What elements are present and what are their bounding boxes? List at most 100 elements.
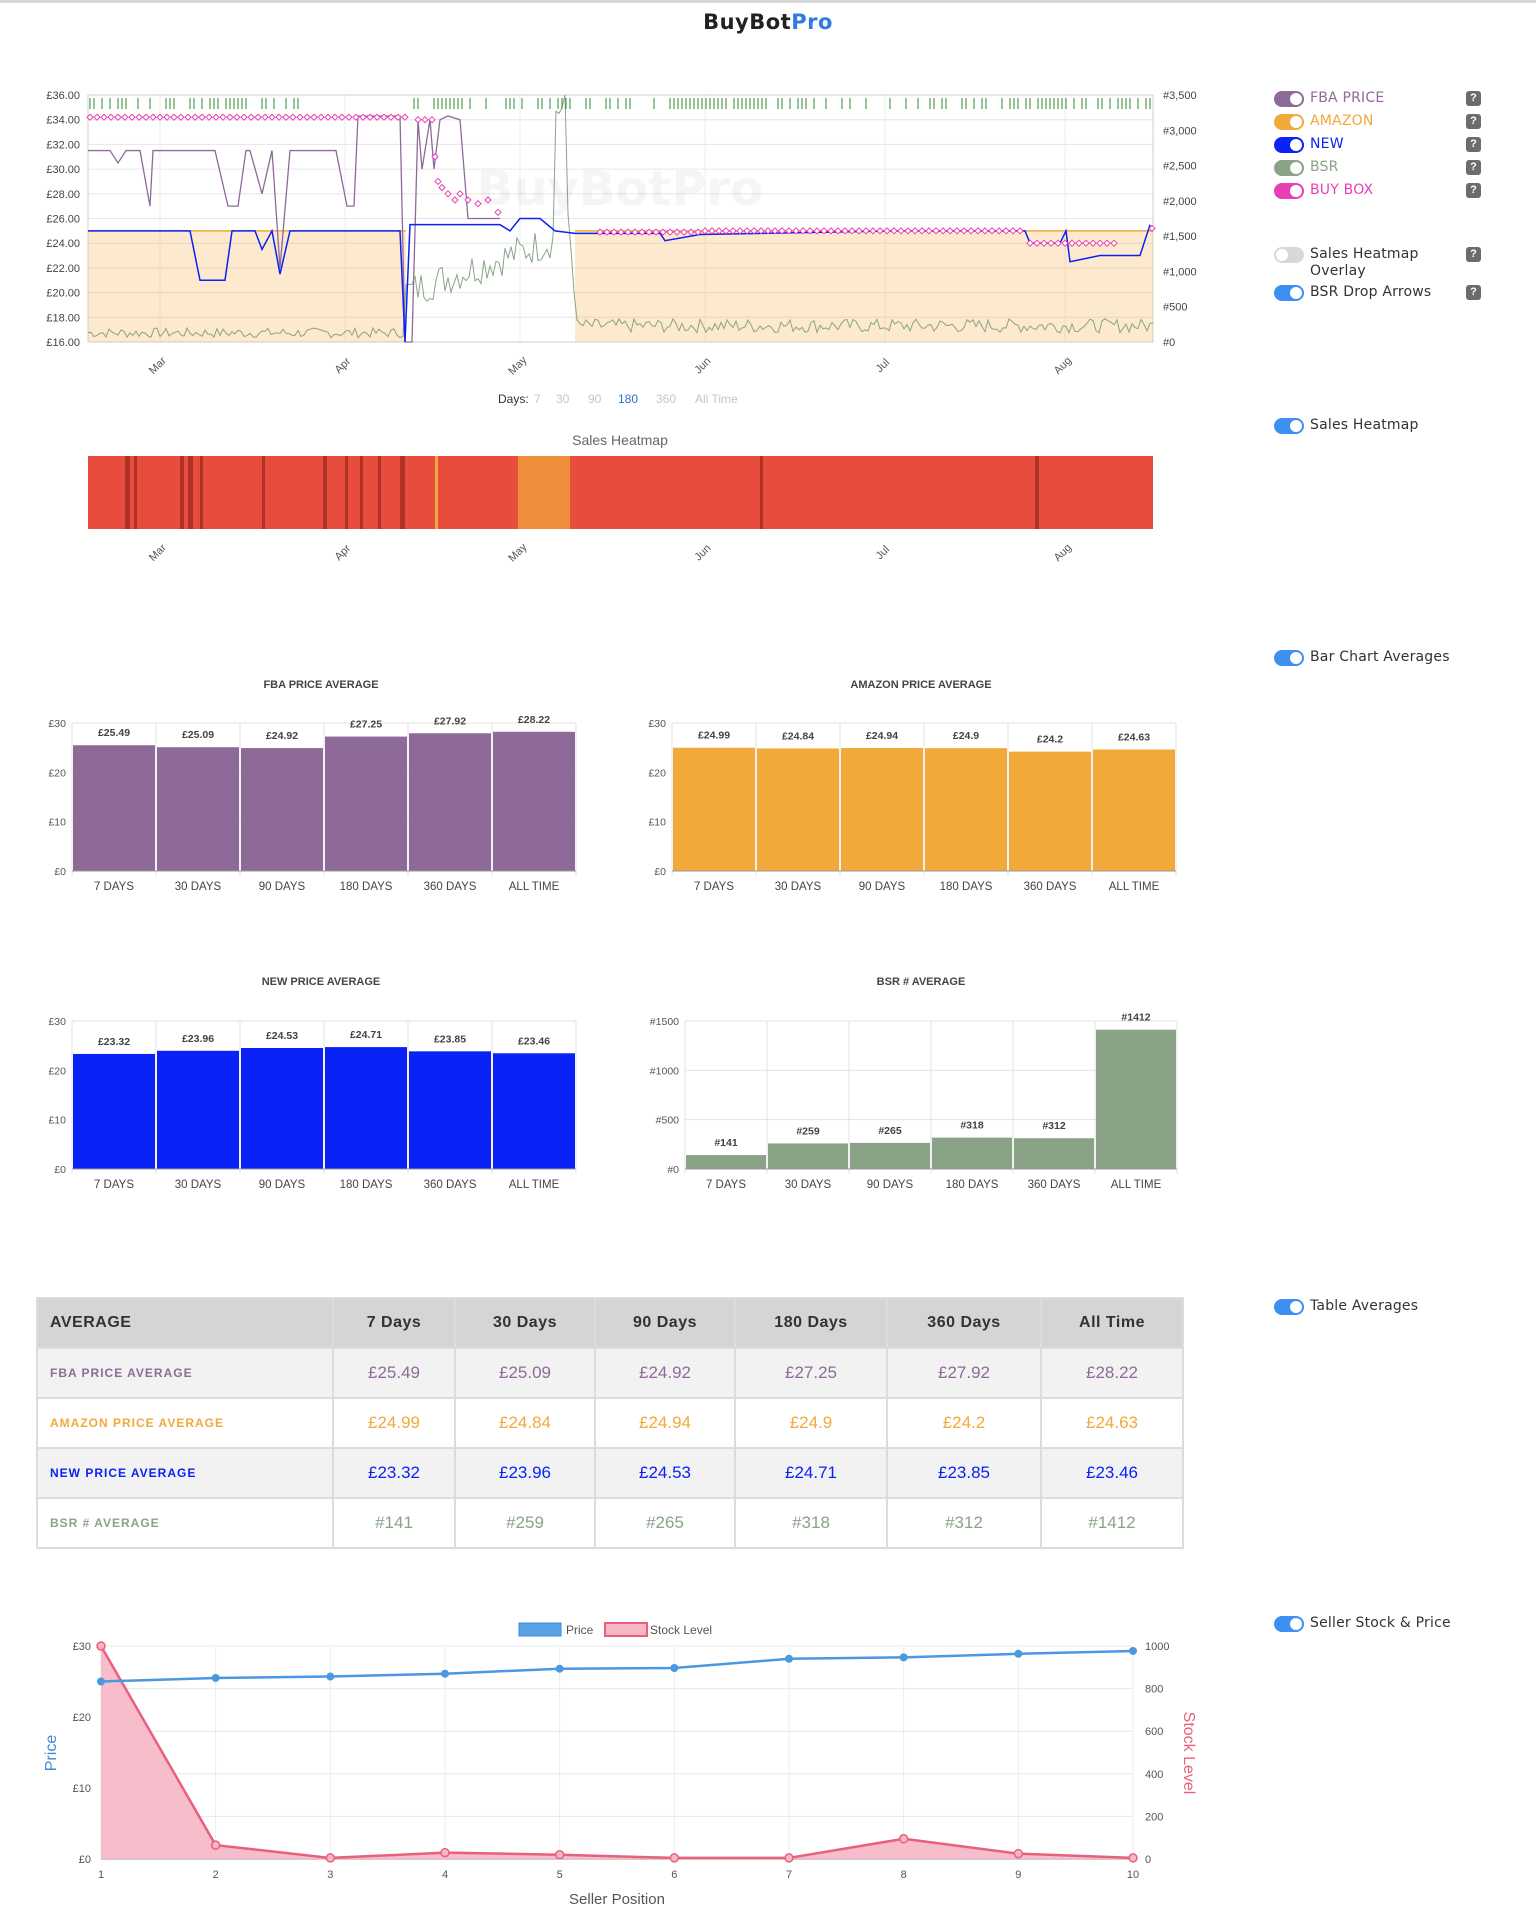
buy-box-marker: [694, 228, 702, 236]
toggle-switch[interactable]: [1274, 285, 1304, 301]
y-tick-label: £20: [648, 767, 666, 779]
days-option-180[interactable]: 180: [618, 392, 638, 406]
bar: [768, 1143, 848, 1169]
days-option-all-time[interactable]: All Time: [695, 392, 738, 406]
toggle-switch[interactable]: [1274, 160, 1304, 176]
toggle-switch[interactable]: [1274, 114, 1304, 130]
heatmap-cell: [345, 456, 348, 529]
table-cell: £23.96: [454, 1447, 596, 1499]
buy-box-marker: [100, 113, 108, 121]
toggle-switch[interactable]: [1274, 137, 1304, 153]
buy-box-marker: [848, 227, 856, 235]
stock-point: [554, 1849, 565, 1860]
help-icon[interactable]: ?: [1466, 137, 1481, 152]
buy-box-marker: [1040, 239, 1048, 247]
buy-box-marker: [1009, 227, 1017, 235]
buy-box-marker: [708, 227, 716, 235]
buy-box-marker: [135, 113, 143, 121]
buy-box-marker: [414, 115, 422, 124]
buy-box-marker: [456, 190, 464, 198]
price-point: [211, 1673, 220, 1682]
x-category-label: 7 DAYS: [94, 1179, 134, 1191]
buy-box-marker: [953, 227, 961, 235]
buy-box-marker: [93, 113, 101, 121]
toggle-switch[interactable]: [1274, 91, 1304, 107]
toggle-switch[interactable]: [1274, 418, 1304, 434]
help-icon[interactable]: ?: [1466, 247, 1481, 262]
bar: [73, 745, 155, 871]
help-icon[interactable]: ?: [1466, 183, 1481, 198]
legend-label-stock: Stock Level: [650, 1623, 712, 1637]
bar: [325, 1047, 407, 1169]
buy-box-marker: [876, 227, 884, 235]
toggle-switch[interactable]: [1274, 1616, 1304, 1632]
days-option-7[interactable]: 7: [534, 392, 541, 406]
buy-box-marker: [799, 227, 807, 235]
price-point: [97, 1677, 105, 1686]
buy-box-marker: [1082, 239, 1090, 247]
help-icon[interactable]: ?: [1466, 285, 1481, 300]
buy-box-marker: [715, 227, 723, 235]
days-option-30[interactable]: 30: [556, 392, 570, 406]
help-icon[interactable]: ?: [1466, 91, 1481, 106]
bar: [1096, 1029, 1176, 1169]
table-cell: £24.2: [886, 1397, 1042, 1449]
toggle-switch[interactable]: [1274, 650, 1304, 666]
buy-box-marker: [324, 113, 332, 121]
table-cell: £25.09: [454, 1347, 596, 1399]
bar: [932, 1137, 1012, 1169]
legend-swatch-price: [518, 1622, 562, 1637]
y2-tick-label: #500: [1163, 302, 1187, 314]
toggle-knob: [1290, 185, 1302, 197]
table-cell: #265: [594, 1497, 736, 1549]
bar: [493, 1053, 575, 1169]
buy-box-marker: [366, 113, 374, 121]
buy-box-marker: [652, 228, 660, 236]
buy-box-marker: [820, 227, 828, 235]
buy-box-marker: [918, 227, 926, 235]
buy-box-marker: [680, 228, 688, 236]
app-logo: BuyBotPro: [0, 10, 1536, 34]
buy-box-marker: [771, 227, 779, 235]
help-icon[interactable]: ?: [1466, 114, 1481, 129]
y-tick-label: £0: [54, 866, 66, 878]
days-label: Days:: [498, 392, 529, 406]
y2-tick-label: #1,500: [1163, 231, 1197, 243]
buy-box-marker: [925, 227, 933, 235]
y-tick-label: #1000: [650, 1065, 679, 1077]
fba-price-line: [88, 115, 500, 343]
help-icon[interactable]: ?: [1466, 160, 1481, 175]
table-header: 360 Days: [886, 1297, 1042, 1349]
toggle-switch[interactable]: [1274, 183, 1304, 199]
buy-box-marker: [981, 227, 989, 235]
y-tick-label: £28.00: [46, 189, 80, 201]
toggle-switch[interactable]: [1274, 247, 1304, 263]
buy-box-marker: [904, 227, 912, 235]
buy-box-marker: [701, 227, 709, 235]
buy-box-marker: [785, 227, 793, 235]
days-option-360[interactable]: 360: [656, 392, 676, 406]
stock-point: [784, 1853, 794, 1863]
buy-box-marker: [394, 113, 402, 121]
buy-box-marker: [757, 227, 765, 235]
y-tick-label: #1500: [650, 1016, 679, 1028]
toggle-switch[interactable]: [1274, 1299, 1304, 1315]
x-axis-title: Seller Position: [569, 1891, 665, 1908]
buy-box-marker: [1096, 239, 1104, 247]
x-tick-label: 6: [671, 1869, 677, 1881]
y-tick-label: £0: [79, 1854, 91, 1866]
buy-box-marker: [254, 113, 262, 121]
buy-box-marker: [1061, 239, 1069, 247]
bar-value-label: £23.96: [182, 1033, 214, 1045]
toggle-label: BSR: [1310, 159, 1339, 175]
table-cell: #318: [734, 1497, 888, 1549]
buy-box-marker: [352, 113, 360, 121]
toggle-label: NEW: [1310, 136, 1344, 152]
table-cell: #312: [886, 1497, 1042, 1549]
heatmap-cell: [518, 456, 570, 529]
buy-box-marker: [610, 228, 618, 236]
buy-box-marker: [205, 113, 213, 121]
days-option-90[interactable]: 90: [588, 392, 602, 406]
x-tick-label: 1: [98, 1869, 104, 1881]
bar: [1093, 749, 1175, 871]
